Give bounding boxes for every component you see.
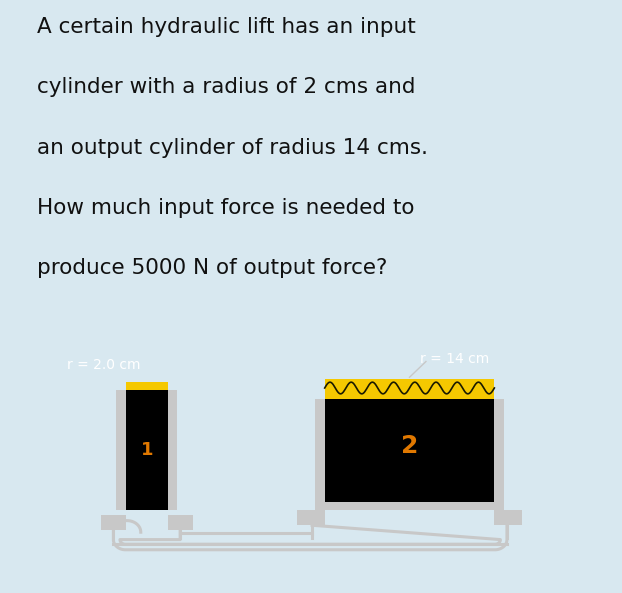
Bar	[325, 378, 494, 400]
Bar	[494, 400, 504, 511]
Bar	[315, 502, 504, 511]
Bar	[126, 390, 167, 511]
Text: r = 14 cm: r = 14 cm	[420, 352, 490, 366]
Bar	[315, 400, 325, 511]
Bar	[167, 390, 177, 511]
Text: produce 5000 N of output force?: produce 5000 N of output force?	[37, 258, 388, 278]
Text: How much input force is needed to: How much input force is needed to	[37, 198, 415, 218]
Bar	[167, 515, 193, 530]
Bar	[101, 515, 126, 530]
Bar	[494, 511, 522, 525]
Text: cylinder with a radius of 2 cms and: cylinder with a radius of 2 cms and	[37, 78, 416, 97]
Text: A certain hydraulic lift has an input: A certain hydraulic lift has an input	[37, 17, 416, 37]
Bar	[325, 400, 494, 502]
Text: r = 2.0 cm: r = 2.0 cm	[67, 358, 141, 372]
Text: 1: 1	[141, 441, 153, 460]
Bar	[116, 390, 126, 511]
Text: an output cylinder of radius 14 cms.: an output cylinder of radius 14 cms.	[37, 138, 429, 158]
Bar	[126, 382, 167, 390]
Text: 2: 2	[401, 434, 418, 458]
Bar	[297, 511, 325, 525]
